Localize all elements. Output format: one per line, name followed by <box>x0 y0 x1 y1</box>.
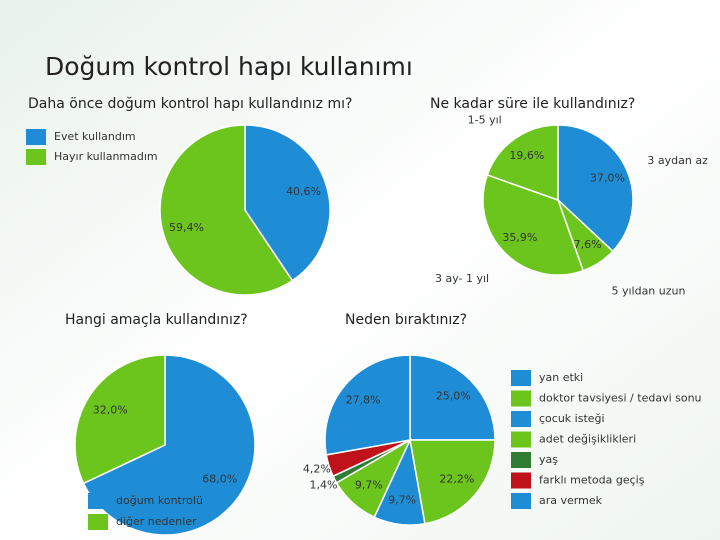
legend-label: çocuk isteği <box>539 412 605 425</box>
value-label: 40,6% <box>286 185 321 198</box>
chart-title: Hangi amaçla kullandınız? <box>65 312 248 328</box>
slide-title: Doğum kontrol hapı kullanımı <box>45 52 413 81</box>
pie-slice <box>486 124 559 202</box>
chart-title: Neden bıraktınız? <box>345 312 467 328</box>
pie-slice <box>244 124 331 282</box>
legend-label: Hayır kullanmadım <box>54 150 158 163</box>
legend-label: adet değişiklikleri <box>539 433 636 446</box>
pie-slice <box>82 354 256 536</box>
value-label: 22,2% <box>439 472 474 485</box>
value-label: 9,7% <box>355 478 383 491</box>
legend-label: yaş <box>539 453 558 466</box>
legend-swatch <box>511 390 531 407</box>
pie-slice <box>482 173 585 276</box>
legend-label: ara vermek <box>539 494 603 507</box>
legend-swatch <box>511 493 531 509</box>
legend-label: yan etki <box>539 371 583 384</box>
value-label: 1,4% <box>309 478 337 491</box>
value-label: 32,0% <box>93 403 128 416</box>
legend-swatch <box>511 452 531 468</box>
legend-swatch <box>88 493 108 509</box>
legend-swatch <box>26 129 46 145</box>
value-label: 68,0% <box>202 473 237 486</box>
value-label: 59,4% <box>169 221 204 234</box>
legend-swatch <box>511 370 531 386</box>
pie-slice <box>324 354 411 456</box>
value-label: 9,7% <box>388 494 416 507</box>
legend-swatch <box>511 411 531 427</box>
value-label: 37,0% <box>590 171 625 184</box>
legend-label: farklı metoda geçiş <box>539 474 645 487</box>
value-label: 25,0% <box>436 390 471 403</box>
category-label: 1-5 yıl <box>468 113 502 126</box>
value-label: 4,2% <box>303 463 331 476</box>
pie-slice <box>409 354 496 441</box>
legend-label: doktor tavsiyesi / tedavi sonu <box>539 392 702 405</box>
value-label: 35,9% <box>502 231 537 244</box>
value-label: 19,6% <box>509 149 544 162</box>
pie-slice <box>74 354 166 485</box>
value-label: 27,8% <box>346 394 381 407</box>
legend-swatch <box>26 149 46 165</box>
chart-title: Daha önce doğum kontrol hapı kullandınız… <box>28 96 352 112</box>
legend-swatch <box>511 431 531 448</box>
legend-label: diğer nedenler <box>116 515 197 528</box>
legend-swatch <box>88 514 108 530</box>
legend-label: doğum kontrolü <box>116 494 203 507</box>
legend-label: Evet kullandım <box>54 130 136 143</box>
category-label: 3 aydan az <box>647 154 708 167</box>
category-label: 5 yıldan uzun <box>611 285 685 298</box>
value-label: 7,6% <box>574 238 602 251</box>
legend-swatch <box>511 472 531 489</box>
pie-slice <box>409 439 496 525</box>
pie-slice <box>159 124 294 296</box>
category-label: 3 ay- 1 yıl <box>435 272 489 285</box>
chart-title: Ne kadar süre ile kullandınız? <box>430 96 635 112</box>
pie-slice <box>557 124 634 253</box>
